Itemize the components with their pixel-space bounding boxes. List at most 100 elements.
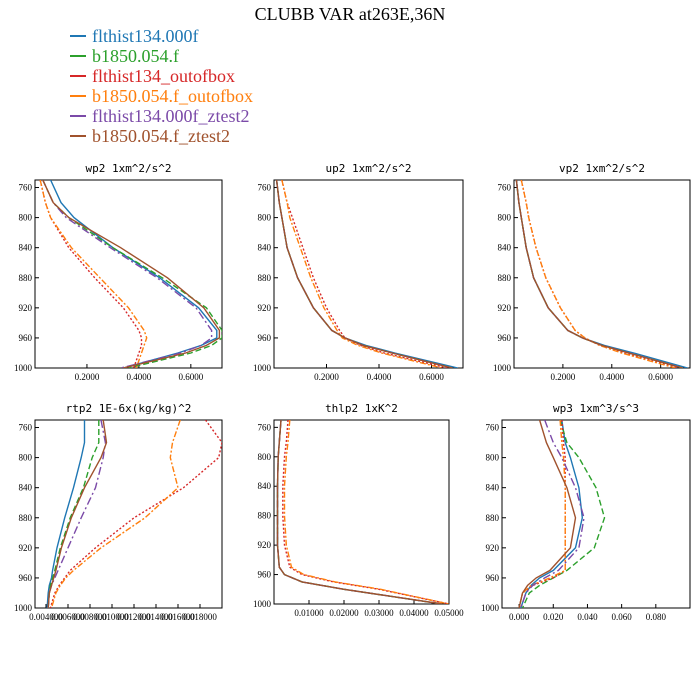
panel-title: wp3 1xm^3/s^3 [553,402,639,415]
plot-frame [273,179,464,369]
legend-item: b1850.054.f [70,46,253,66]
plot-frame [273,419,450,605]
y-tick-label: 760 [19,423,33,433]
x-tick-label: 0.04000 [399,608,429,618]
y-tick-label: 1000 [14,363,33,373]
y-tick-label: 920 [258,303,272,313]
legend-swatch [70,115,86,117]
series-line [42,180,213,368]
y-tick-label: 760 [19,183,33,193]
x-tick-label: 0.6000 [419,372,444,382]
legend-label: flthist134_outofbox [92,66,235,86]
x-tick-label: 0.060 [612,612,633,622]
series-line [520,180,676,368]
x-tick-label: 0.01000 [294,608,324,618]
series-line [515,180,688,368]
x-tick-label: 0.008000 [73,612,107,622]
plot-frame [513,179,691,369]
series-line [518,420,566,608]
y-tick-label: 800 [498,213,512,223]
y-tick-label: 1000 [14,603,33,613]
series-line [50,420,181,608]
panel: rtp2 1E-6x(kg/kg)^2 760 800 840 880 920 960 100… [14,402,223,622]
legend-swatch [70,35,86,37]
x-tick-label: 0.080 [646,612,667,622]
x-tick-label: 0.004000 [29,612,63,622]
x-tick-label: 0.012000 [117,612,151,622]
x-tick-label: 0.02000 [329,608,359,618]
x-tick-label: 0.4000 [599,372,624,382]
legend-swatch [70,55,86,57]
y-tick-label: 920 [258,540,272,550]
x-tick-label: 0.6000 [178,372,203,382]
x-tick-label: 0.006000 [51,612,85,622]
legend: flthist134.000f b1850.054.f flthist134_out… [70,26,253,146]
y-tick-label: 880 [486,513,500,523]
y-tick-label: 880 [498,273,512,283]
legend-item: b1850.054.f_ztest2 [70,126,253,146]
plot-frame [501,419,691,609]
x-tick-label: 0.010000 [95,612,129,622]
legend-label: b1850.054.f_outofbox [92,86,253,106]
y-tick-label: 800 [258,452,272,462]
y-tick-label: 920 [486,543,500,553]
series-line [42,180,222,368]
y-tick-label: 800 [258,213,272,223]
series-line [515,180,683,368]
x-tick-label: 0.040 [577,612,598,622]
y-tick-label: 1000 [253,363,272,373]
legend-item: b1850.054.f_outofbox [70,86,253,106]
panel: wp3 1xm^3/s^3 760 800 840 880 920 960 1000 0.000… [481,402,691,622]
series-line [283,420,449,604]
panel-title: vp2 1xm^2/s^2 [559,162,645,175]
x-tick-label: 0.03000 [364,608,394,618]
x-tick-label: 0.000 [509,612,530,622]
panel-title: up2 1xm^2/s^2 [325,162,411,175]
panel-title: rtp2 1E-6x(kg/kg)^2 [66,402,192,415]
series-line [518,420,566,608]
y-tick-label: 880 [19,273,33,283]
legend-swatch [70,95,86,97]
series-line [521,420,606,608]
series-line [515,180,683,368]
plot-frame [34,179,223,369]
legend-label: b1850.054.f [92,46,179,66]
y-tick-label: 760 [498,183,512,193]
series-line [276,420,443,604]
series-line [49,180,218,368]
y-tick-label: 840 [258,243,272,253]
legend-item: flthist134_outofbox [70,66,253,86]
y-tick-label: 760 [486,423,500,433]
panel: wp2 1xm^2/s^2 760 800 840 880 920 960 1000 0.200… [14,162,223,382]
legend-item: flthist134.000f [70,26,253,46]
y-tick-label: 960 [486,573,500,583]
y-tick-label: 840 [498,243,512,253]
y-tick-label: 960 [258,333,272,343]
legend-item: flthist134.000f_ztest2 [70,106,253,126]
series-line [47,420,108,608]
series-line [39,180,143,368]
legend-swatch [70,135,86,137]
x-tick-label: 0.016000 [161,612,195,622]
x-tick-label: 0.018000 [183,612,217,622]
y-tick-label: 840 [19,243,33,253]
y-tick-label: 840 [258,481,272,491]
y-tick-label: 960 [498,333,512,343]
legend-swatch [70,75,86,77]
y-tick-label: 760 [258,183,272,193]
x-tick-label: 0.2000 [551,372,576,382]
series-line [276,420,443,604]
y-tick-label: 960 [258,570,272,580]
y-tick-label: 880 [19,513,33,523]
main-title: CLUBB VAR at263E,36N [254,4,446,24]
panel: up2 1xm^2/s^2 760 800 840 880 920 960 1000 0.200… [253,162,464,382]
legend-label: b1850.054.f_ztest2 [92,126,230,146]
y-tick-label: 800 [19,453,33,463]
series-line [46,420,86,608]
x-tick-label: 0.2000 [75,372,100,382]
y-tick-label: 920 [19,543,33,553]
series-line [49,420,222,608]
series-line [275,180,453,368]
x-tick-label: 0.05000 [434,608,464,618]
